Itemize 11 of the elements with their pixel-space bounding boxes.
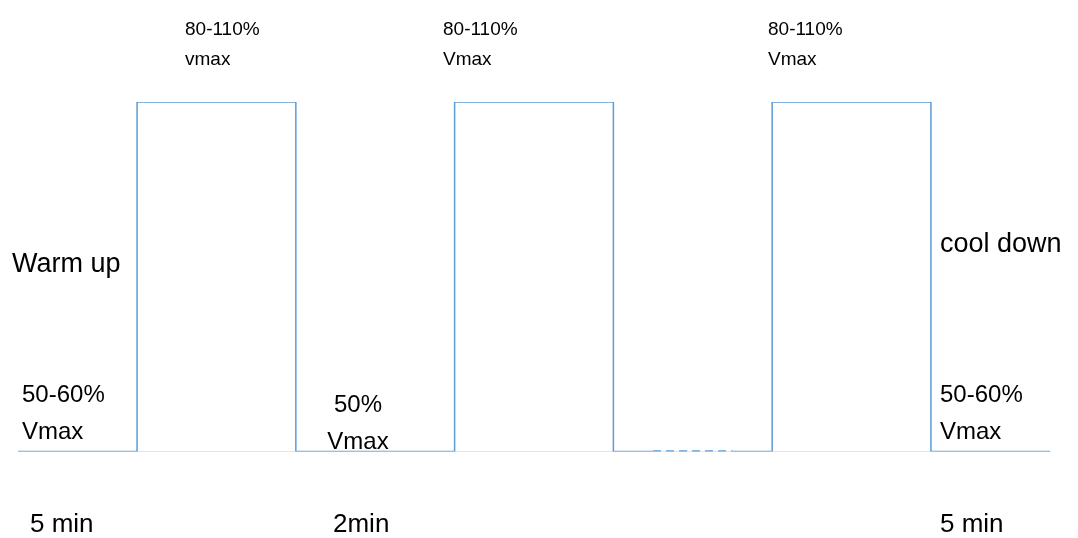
annotation: cool down — [940, 228, 1062, 259]
annotation: 50-60% Vmax — [22, 379, 105, 444]
annotation: 50% Vmax — [327, 389, 389, 454]
text: 5 min — [30, 508, 94, 538]
text: 5 min — [940, 508, 1004, 538]
text: 80-110% vmax — [185, 18, 260, 69]
annotation: 50-60% Vmax — [940, 379, 1023, 444]
text: 80-110% Vmax — [768, 18, 843, 69]
annotation: Warm up — [12, 248, 121, 279]
text: 80-110% Vmax — [443, 18, 518, 69]
text: 2min — [333, 508, 390, 538]
